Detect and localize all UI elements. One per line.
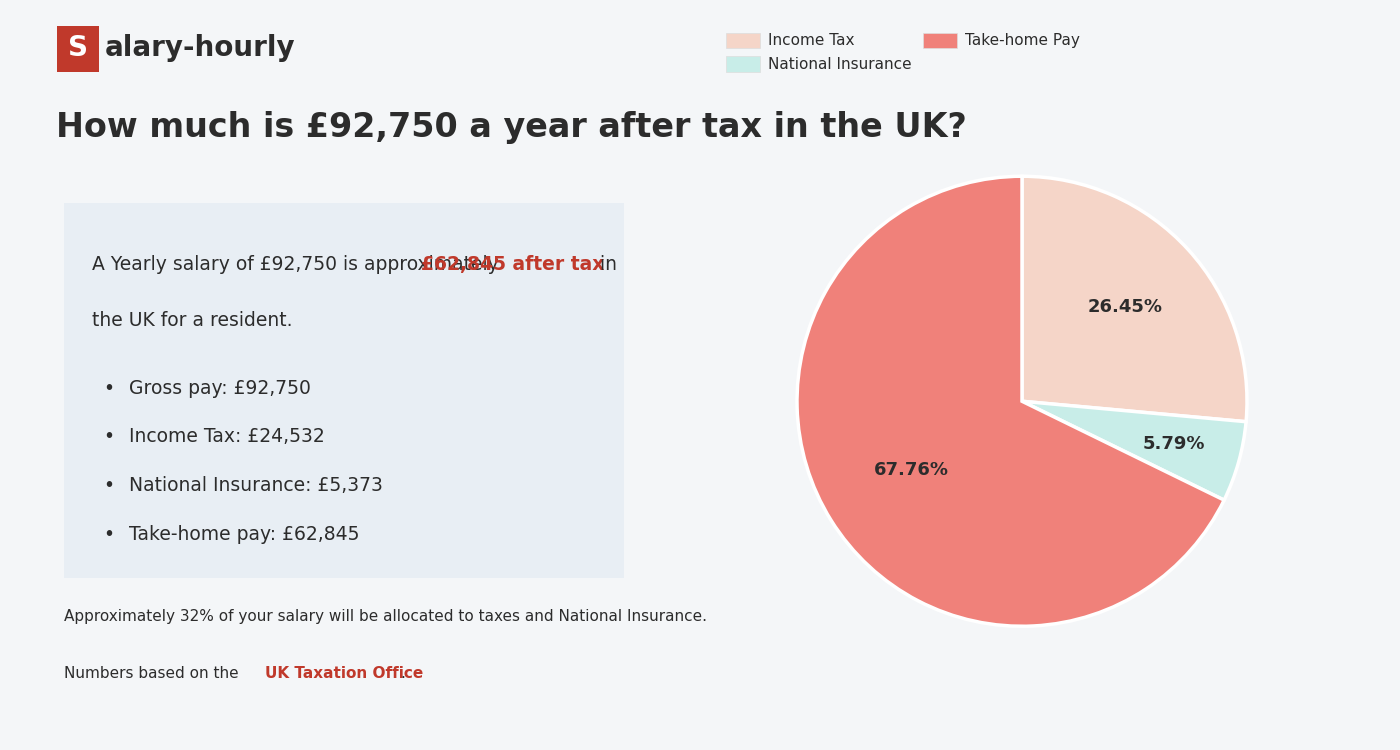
- Text: •: •: [104, 476, 115, 495]
- Text: in: in: [594, 255, 616, 274]
- Legend: Income Tax, National Insurance, Take-home Pay: Income Tax, National Insurance, Take-hom…: [720, 26, 1086, 78]
- Text: A Yearly salary of £92,750 is approximately: A Yearly salary of £92,750 is approximat…: [92, 255, 505, 274]
- Text: •: •: [104, 379, 115, 398]
- Text: •: •: [104, 427, 115, 446]
- Text: the UK for a resident.: the UK for a resident.: [92, 311, 293, 330]
- Text: S: S: [67, 34, 88, 62]
- Text: Income Tax: £24,532: Income Tax: £24,532: [129, 427, 325, 446]
- Wedge shape: [1022, 401, 1246, 500]
- Text: How much is £92,750 a year after tax in the UK?: How much is £92,750 a year after tax in …: [56, 111, 967, 144]
- Text: •: •: [104, 525, 115, 544]
- Text: 26.45%: 26.45%: [1088, 298, 1162, 316]
- Text: alary-hourly: alary-hourly: [104, 34, 295, 62]
- Text: .: .: [400, 666, 405, 681]
- Wedge shape: [797, 176, 1224, 626]
- Text: 5.79%: 5.79%: [1142, 435, 1205, 453]
- Text: £62,845 after tax: £62,845 after tax: [420, 255, 603, 274]
- Wedge shape: [1022, 176, 1247, 422]
- Text: Gross pay: £92,750: Gross pay: £92,750: [129, 379, 311, 398]
- Text: Approximately 32% of your salary will be allocated to taxes and National Insuran: Approximately 32% of your salary will be…: [64, 609, 707, 624]
- Text: Numbers based on the: Numbers based on the: [64, 666, 244, 681]
- Text: National Insurance: £5,373: National Insurance: £5,373: [129, 476, 382, 495]
- Text: 67.76%: 67.76%: [874, 461, 949, 479]
- Text: Take-home pay: £62,845: Take-home pay: £62,845: [129, 525, 360, 544]
- FancyBboxPatch shape: [57, 26, 99, 73]
- Text: UK Taxation Office: UK Taxation Office: [265, 666, 423, 681]
- FancyBboxPatch shape: [64, 202, 624, 578]
